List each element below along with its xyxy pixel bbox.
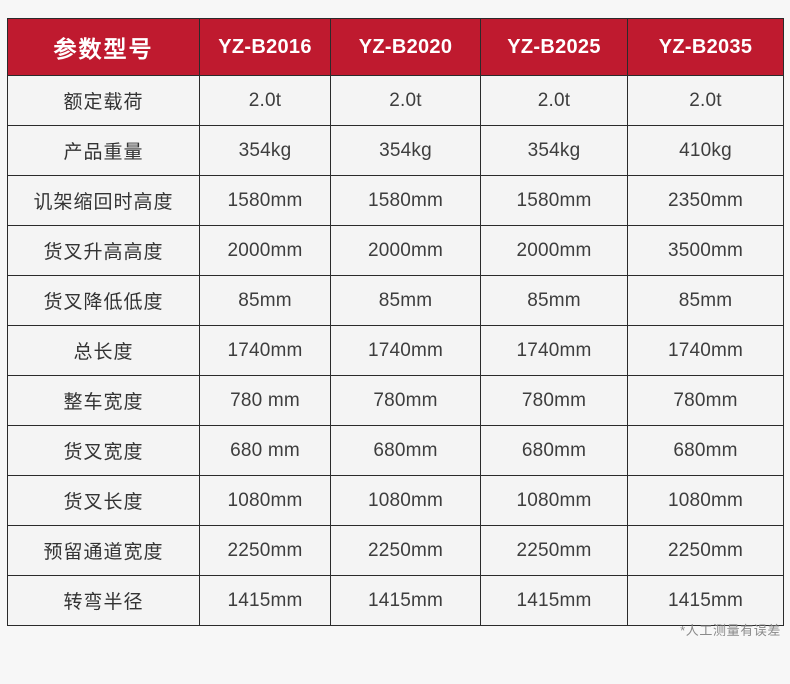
table-header-row: 参数型号 YZ-B2016 YZ-B2020 YZ-B2025 YZ-B2035 — [7, 18, 784, 76]
measurement-disclaimer: *人工测量有误差 — [680, 623, 781, 638]
table-row: 货叉降低低度 85mm 85mm 85mm 85mm — [7, 275, 784, 326]
table-row: 总长度 1740mm 1740mm 1740mm 1740mm — [7, 325, 784, 376]
cell-value: 354kg — [330, 125, 481, 176]
cell-value: 1740mm — [480, 325, 628, 376]
cell-value: 2.0t — [480, 75, 628, 126]
cell-value: 2000mm — [199, 225, 331, 276]
cell-value: 354kg — [199, 125, 331, 176]
cell-value: 85mm — [330, 275, 481, 326]
cell-value: 780 mm — [199, 375, 331, 426]
header-cell-model-1: YZ-B2016 — [199, 18, 331, 76]
cell-value: 2.0t — [330, 75, 481, 126]
cell-value: 2250mm — [627, 525, 784, 576]
cell-value: 2000mm — [330, 225, 481, 276]
specification-table-container: 参数型号 YZ-B2016 YZ-B2020 YZ-B2025 YZ-B2035… — [7, 18, 784, 626]
cell-value: 2000mm — [480, 225, 628, 276]
cell-value: 1740mm — [330, 325, 481, 376]
cell-value: 1080mm — [480, 475, 628, 526]
table-row: 货叉升高高度 2000mm 2000mm 2000mm 3500mm — [7, 225, 784, 276]
cell-value: 3500mm — [627, 225, 784, 276]
header-cell-model-2: YZ-B2020 — [330, 18, 481, 76]
cell-value: 1080mm — [199, 475, 331, 526]
row-label: 货叉长度 — [7, 475, 200, 526]
table-row: 货叉长度 1080mm 1080mm 1080mm 1080mm — [7, 475, 784, 526]
cell-value: 85mm — [627, 275, 784, 326]
table-row: 额定载荷 2.0t 2.0t 2.0t 2.0t — [7, 75, 784, 126]
cell-value: 1580mm — [199, 175, 331, 226]
cell-value: 780mm — [627, 375, 784, 426]
cell-value: 1080mm — [627, 475, 784, 526]
cell-value: 1080mm — [330, 475, 481, 526]
table-row: 转弯半径 1415mm 1415mm 1415mm 1415mm — [7, 575, 784, 626]
specification-table: 参数型号 YZ-B2016 YZ-B2020 YZ-B2025 YZ-B2035… — [7, 18, 784, 626]
cell-value: 680 mm — [199, 425, 331, 476]
row-label: 货叉升高高度 — [7, 225, 200, 276]
cell-value: 1415mm — [480, 575, 628, 626]
cell-value: 2.0t — [199, 75, 331, 126]
row-label: 预留通道宽度 — [7, 525, 200, 576]
header-cell-model-3: YZ-B2025 — [480, 18, 628, 76]
cell-value: 2.0t — [627, 75, 784, 126]
cell-value: 2250mm — [330, 525, 481, 576]
row-label: 货叉降低低度 — [7, 275, 200, 326]
table-row: 讥架缩回时高度 1580mm 1580mm 1580mm 2350mm — [7, 175, 784, 226]
table-row: 整车宽度 780 mm 780mm 780mm 780mm — [7, 375, 784, 426]
row-label: 额定载荷 — [7, 75, 200, 126]
cell-value: 1580mm — [330, 175, 481, 226]
table-body: 额定载荷 2.0t 2.0t 2.0t 2.0t 产品重量 354kg 354k… — [7, 75, 784, 626]
cell-value: 680mm — [330, 425, 481, 476]
cell-value: 410kg — [627, 125, 784, 176]
cell-value: 1415mm — [199, 575, 331, 626]
cell-value: 680mm — [480, 425, 628, 476]
row-label: 产品重量 — [7, 125, 200, 176]
cell-value: 85mm — [480, 275, 628, 326]
table-row: 预留通道宽度 2250mm 2250mm 2250mm 2250mm — [7, 525, 784, 576]
row-label: 整车宽度 — [7, 375, 200, 426]
cell-value: 2250mm — [480, 525, 628, 576]
row-label: 转弯半径 — [7, 575, 200, 626]
cell-value: 1740mm — [199, 325, 331, 376]
row-label: 讥架缩回时高度 — [7, 175, 200, 226]
cell-value: 780mm — [480, 375, 628, 426]
header-cell-parameter: 参数型号 — [7, 18, 200, 76]
cell-value: 780mm — [330, 375, 481, 426]
row-label: 总长度 — [7, 325, 200, 376]
row-label: 货叉宽度 — [7, 425, 200, 476]
cell-value: 2250mm — [199, 525, 331, 576]
cell-value: 2350mm — [627, 175, 784, 226]
table-row: 产品重量 354kg 354kg 354kg 410kg — [7, 125, 784, 176]
cell-value: 1580mm — [480, 175, 628, 226]
cell-value: 85mm — [199, 275, 331, 326]
cell-value: 1415mm — [627, 575, 784, 626]
cell-value: 354kg — [480, 125, 628, 176]
table-row: 货叉宽度 680 mm 680mm 680mm 680mm — [7, 425, 784, 476]
table-header: 参数型号 YZ-B2016 YZ-B2020 YZ-B2025 YZ-B2035 — [7, 18, 784, 76]
header-cell-model-4: YZ-B2035 — [627, 18, 784, 76]
cell-value: 1415mm — [330, 575, 481, 626]
cell-value: 1740mm — [627, 325, 784, 376]
cell-value: 680mm — [627, 425, 784, 476]
